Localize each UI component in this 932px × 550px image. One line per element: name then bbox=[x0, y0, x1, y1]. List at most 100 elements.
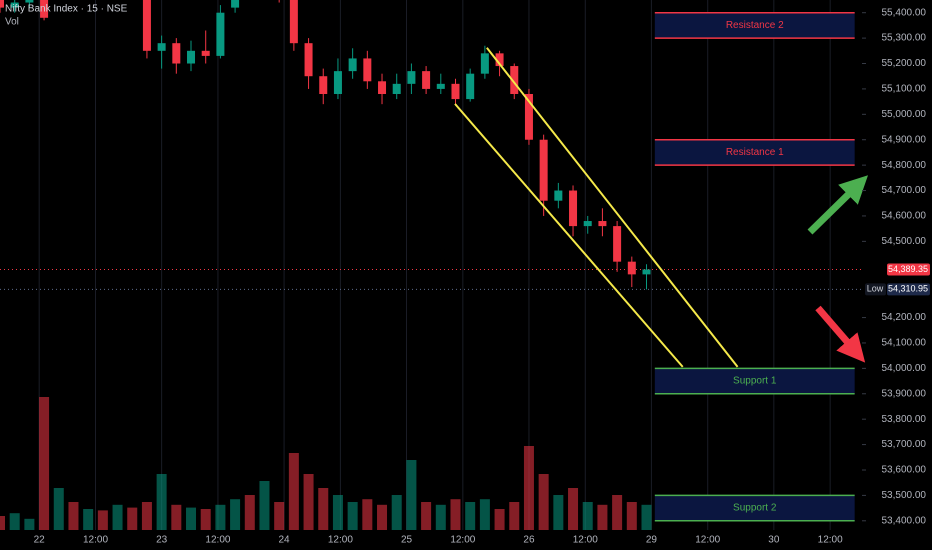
candle-body bbox=[569, 190, 578, 227]
candle-body bbox=[201, 50, 210, 56]
candle-body bbox=[451, 83, 460, 100]
volume-bar bbox=[127, 507, 138, 530]
up-arrow bbox=[807, 175, 869, 235]
candle-body bbox=[216, 12, 225, 56]
volume-bar bbox=[641, 504, 652, 530]
x-tick-label: 12:00 bbox=[328, 535, 353, 546]
candle-body bbox=[392, 83, 401, 94]
x-tick-label: 29 bbox=[646, 535, 658, 546]
volume-bar bbox=[230, 499, 241, 530]
volume-bar bbox=[97, 510, 108, 530]
volume-bar bbox=[9, 513, 20, 530]
y-tick-label: 53,900.00 bbox=[882, 388, 927, 399]
y-tick-label: 54,500.00 bbox=[882, 236, 927, 247]
volume-bar bbox=[288, 453, 299, 530]
x-tick-label: 12:00 bbox=[818, 535, 843, 546]
candle-body bbox=[436, 83, 445, 89]
volume-bar bbox=[303, 474, 314, 530]
candle-body bbox=[10, 2, 19, 8]
y-tick-label: 53,500.00 bbox=[882, 490, 927, 501]
volume-bar bbox=[259, 481, 270, 530]
candle-body bbox=[40, 0, 49, 18]
candle-body bbox=[0, 0, 4, 8]
volume-bar bbox=[391, 495, 402, 530]
plot bbox=[0, 0, 862, 530]
candle-body bbox=[333, 71, 342, 94]
volume-bar bbox=[406, 460, 417, 530]
candle-body bbox=[422, 71, 431, 89]
candle-body bbox=[289, 0, 298, 44]
y-tick-label: 55,300.00 bbox=[882, 33, 927, 44]
y-tick-label: 54,700.00 bbox=[882, 185, 927, 196]
y-tick-label: 53,800.00 bbox=[882, 414, 927, 425]
y-tick-label: 54,900.00 bbox=[882, 134, 927, 145]
volume-bar bbox=[538, 474, 549, 530]
candle-body bbox=[466, 73, 475, 100]
candle-body bbox=[510, 66, 519, 94]
x-tick-label: 24 bbox=[279, 535, 291, 546]
volume-bar bbox=[582, 502, 593, 530]
volume-bar bbox=[215, 504, 226, 530]
volume-bar bbox=[171, 504, 182, 530]
down-arrow bbox=[815, 305, 866, 363]
zone bbox=[654, 495, 855, 521]
zone bbox=[654, 368, 855, 394]
volume-bar bbox=[68, 502, 79, 530]
volume-bar bbox=[479, 499, 490, 530]
x-tick-label: 12:00 bbox=[450, 535, 475, 546]
candle-body bbox=[319, 76, 328, 94]
candle-body bbox=[378, 81, 387, 94]
volume-bar bbox=[186, 507, 197, 530]
x-tick-label: 22 bbox=[34, 535, 46, 546]
candle-body bbox=[407, 71, 416, 84]
candle-body bbox=[495, 53, 504, 67]
x-tick-label: 12:00 bbox=[205, 535, 230, 546]
candle-body bbox=[25, 0, 34, 3]
candle-body bbox=[642, 269, 651, 275]
volume-bar bbox=[83, 509, 94, 530]
y-tick-label: 55,000.00 bbox=[882, 109, 927, 120]
volume-bar bbox=[597, 504, 608, 530]
low-price-label: 54,310.95 bbox=[888, 284, 928, 294]
low-tag-name bbox=[865, 283, 886, 296]
candle-body bbox=[157, 43, 166, 51]
channel-line bbox=[486, 47, 739, 368]
y-tick-label: 54,200.00 bbox=[882, 312, 927, 323]
volume-bar bbox=[244, 495, 255, 530]
y-tick-label: 53,400.00 bbox=[882, 515, 927, 526]
candle-body bbox=[304, 43, 313, 77]
candle-body bbox=[142, 0, 151, 51]
candle-body bbox=[539, 139, 548, 201]
volume-bar bbox=[347, 502, 358, 530]
volume-bar bbox=[494, 509, 505, 530]
candle-body bbox=[172, 43, 181, 64]
x-tick-label: 12:00 bbox=[695, 535, 720, 546]
volume-bar bbox=[53, 488, 64, 530]
last-price-label: 54,389.35 bbox=[888, 264, 928, 274]
volume-bar bbox=[24, 518, 35, 530]
x-tick-label: 30 bbox=[768, 535, 780, 546]
volume-bar bbox=[553, 495, 564, 530]
y-tick-label: 55,100.00 bbox=[882, 84, 927, 95]
volume-bar bbox=[509, 502, 520, 530]
candle-body bbox=[187, 50, 196, 64]
x-tick-label: 12:00 bbox=[83, 535, 108, 546]
volume-bar bbox=[568, 488, 579, 530]
candle-body bbox=[554, 190, 563, 201]
volume-bar bbox=[362, 499, 373, 530]
candle-body bbox=[363, 58, 372, 82]
y-tick-label: 54,100.00 bbox=[882, 338, 927, 349]
volume-bar bbox=[450, 499, 461, 530]
zone-label: Support 2 bbox=[733, 503, 777, 514]
zone-label: Support 1 bbox=[733, 376, 777, 387]
channel-line bbox=[454, 103, 684, 368]
volume-bar bbox=[0, 516, 5, 530]
volume-bar bbox=[318, 488, 329, 530]
candle-body bbox=[348, 58, 357, 72]
volume-bar bbox=[377, 504, 388, 530]
candle-body bbox=[627, 261, 636, 275]
volume-bar bbox=[626, 502, 637, 530]
zone bbox=[654, 139, 855, 166]
